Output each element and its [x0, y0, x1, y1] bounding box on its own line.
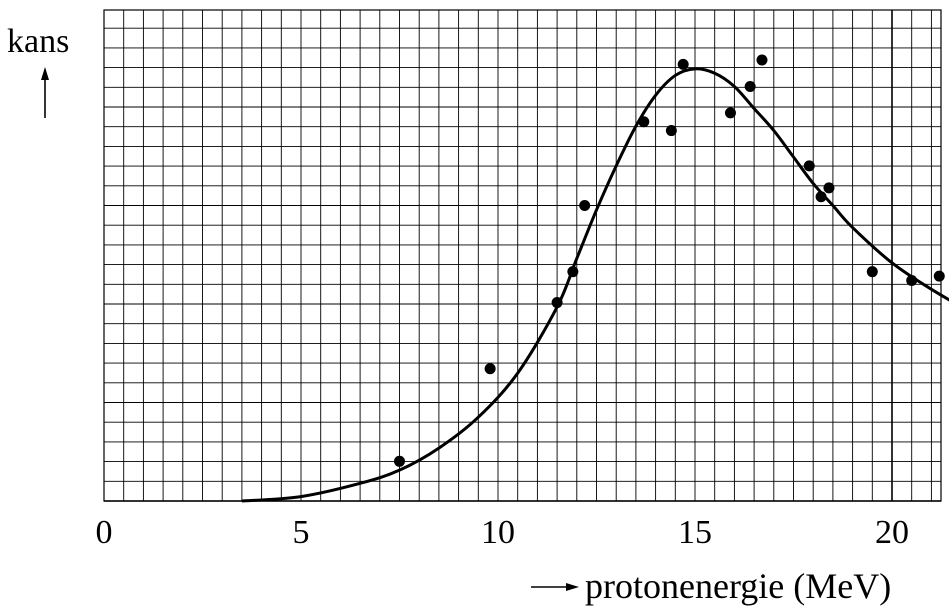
- data-point: [823, 182, 835, 194]
- data-point: [484, 363, 496, 375]
- x-tick-label: 10: [481, 514, 515, 551]
- grid: [103, 9, 942, 502]
- data-point: [567, 266, 579, 278]
- data-point: [677, 58, 689, 70]
- data-point: [906, 275, 918, 286]
- plot-frame: [103, 9, 942, 502]
- x-tick-label: 5: [293, 514, 310, 551]
- data-point: [756, 54, 768, 66]
- scatter-points: [394, 54, 945, 467]
- x-tick-label: 20: [875, 514, 909, 551]
- x-tick-labels: 0510152025303540: [96, 514, 910, 551]
- x-tick-label: 0: [96, 514, 113, 551]
- x-axis-label: protonenergie (MeV): [585, 566, 891, 606]
- x-axis-arrow-icon: [531, 583, 579, 591]
- data-point: [579, 200, 591, 212]
- y-axis-label: kans: [7, 23, 69, 60]
- data-point: [638, 116, 650, 128]
- grid-lines: [103, 10, 941, 502]
- y-axis-arrow-icon: [41, 67, 49, 118]
- data-point: [866, 266, 878, 278]
- data-point: [394, 455, 405, 467]
- data-point: [724, 107, 736, 119]
- data-point: [933, 270, 945, 282]
- x-tick-label: 15: [678, 514, 712, 551]
- data-point: [665, 125, 677, 137]
- series-curve: [241, 67, 949, 503]
- data-point: [744, 80, 756, 92]
- data-point: [815, 191, 827, 203]
- data-point: [551, 297, 563, 309]
- data-point: [803, 160, 815, 172]
